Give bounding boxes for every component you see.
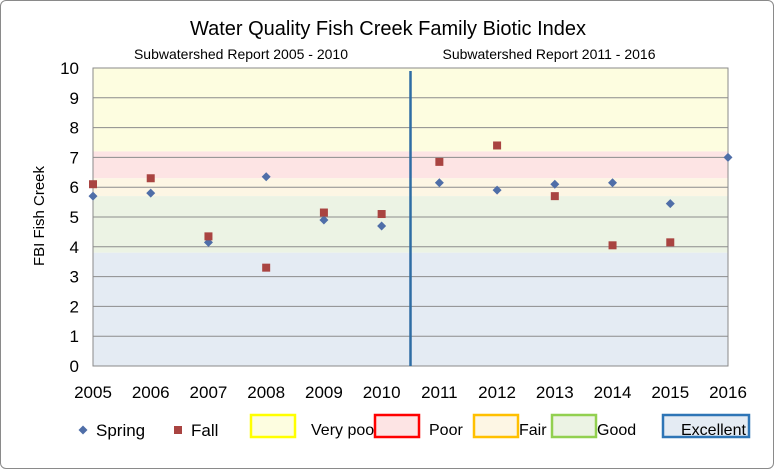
legend-band-label: Excellent (681, 422, 746, 439)
spring-point (608, 178, 618, 188)
fall-point (666, 238, 675, 247)
x-tick-label: 2012 (478, 383, 516, 402)
fall-point (435, 157, 444, 166)
x-tick-label: 2009 (305, 383, 343, 402)
fall-point (550, 192, 559, 201)
fall-point (377, 210, 386, 219)
axis-ticks: 0 1 2 3 4 5 6 7 8 9 10 2005 2006 2007 2008 2009 2010 2011… (60, 59, 747, 402)
legend-swatch-poor (373, 413, 421, 439)
x-tick-label: 2005 (74, 383, 112, 402)
legend-marker-spring (78, 425, 88, 435)
x-tick-label: 2015 (651, 383, 689, 402)
fall-point (608, 241, 617, 250)
x-tick-label: 2013 (536, 383, 574, 402)
y-tick-label: 2 (70, 297, 79, 316)
spring-point (88, 191, 98, 201)
spring-point (665, 199, 675, 209)
fall-point (262, 263, 271, 272)
y-tick-label: 4 (70, 238, 79, 257)
y-tick-label: 7 (70, 148, 79, 167)
chart-title: Water Quality Fish Creek Family Biotic I… (190, 18, 586, 40)
spring-point (550, 179, 560, 189)
fall-point (493, 141, 502, 150)
y-tick-label: 5 (70, 208, 79, 227)
y-tick-label: 3 (70, 268, 79, 287)
fall-point (89, 180, 97, 189)
legend-label: Spring (96, 421, 145, 440)
legend: Spring Fall Very poor Poor Fair Good Excellen… (78, 413, 751, 440)
period-label-1: Subwatershed Report 2005 - 2010 (134, 46, 348, 62)
x-tick-label: 2010 (363, 383, 401, 402)
y-axis-label: FBI Fish Creek (31, 165, 48, 266)
spring-point (723, 152, 733, 162)
legend-series: Spring Fall (78, 421, 218, 440)
x-tick-label: 2006 (132, 383, 170, 402)
spring-point (492, 185, 502, 195)
y-tick-label: 1 (70, 327, 79, 346)
y-tick-label: 10 (60, 59, 79, 78)
legend-band-label: Poor (429, 422, 463, 439)
legend-label: Fall (191, 421, 218, 440)
y-tick-label: 0 (70, 357, 79, 376)
legend-band-label: Fair (519, 422, 547, 439)
x-tick-label: 2008 (247, 383, 285, 402)
spring-point (377, 221, 387, 231)
period-label-2: Subwatershed Report 2011 - 2016 (443, 46, 656, 62)
x-tick-label: 2014 (594, 383, 632, 402)
legend-band-label: Good (597, 422, 636, 439)
legend-swatch-very-poor (249, 413, 297, 439)
legend-swatch-excellent (661, 413, 751, 439)
legend-swatch-fair (472, 413, 520, 439)
spring-point (434, 178, 444, 188)
legend-band-label: Very poor (311, 422, 380, 439)
x-tick-label: 2011 (421, 383, 458, 402)
y-tick-label: 6 (70, 178, 79, 197)
x-tick-label: 2016 (709, 383, 747, 402)
x-tick-label: 2007 (190, 383, 228, 402)
y-tick-label: 8 (70, 119, 79, 138)
spring-point (261, 172, 271, 182)
spring-point (319, 215, 329, 225)
spring-point (146, 188, 156, 198)
fall-point (204, 232, 213, 241)
data-points (88, 141, 733, 272)
legend-bands: Very poor Poor Fair Good Excellent (249, 413, 751, 439)
fall-point (319, 208, 328, 217)
y-tick-label: 9 (70, 89, 79, 108)
legend-swatch-good (550, 413, 598, 439)
legend-marker-fall (174, 426, 182, 434)
fall-point (146, 174, 155, 183)
